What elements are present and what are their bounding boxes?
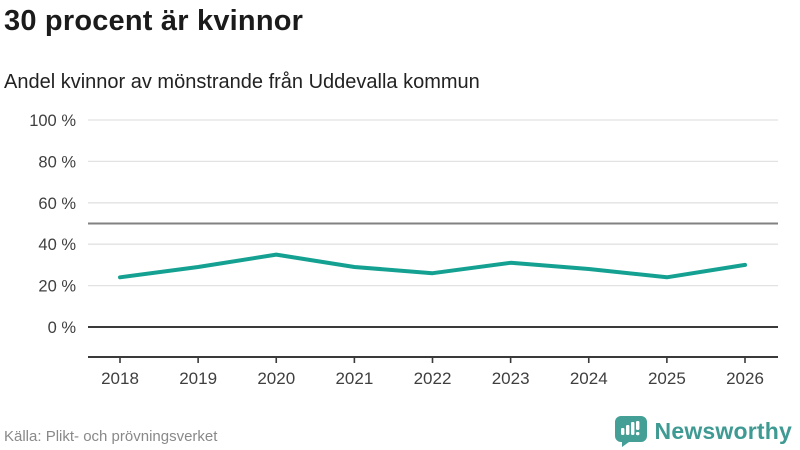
line-chart: 0 % 20 % 40 % 60 % 80 % 100 % 2018 2019 2020 2021… [29, 112, 778, 388]
x-axis-tick-label: 2022 [414, 369, 452, 388]
x-axis-tick-label: 2018 [101, 369, 139, 388]
x-axis-tick-label: 2020 [257, 369, 295, 388]
x-axis-tick-label: 2026 [726, 369, 764, 388]
x-axis-tick-label: 2019 [179, 369, 217, 388]
y-axis-tick-label: 80 % [38, 153, 76, 171]
page-title: 30 procent är kvinnor [4, 5, 304, 37]
source-text: Källa: Plikt- och prövningsverket [4, 428, 218, 445]
bar-chart-bubble-icon [614, 416, 647, 447]
y-axis-tick-label: 0 % [48, 319, 77, 337]
data-line-andel-kvinnor [118, 252, 747, 280]
chart-subtitle: Andel kvinnor av mönstrande från Uddeval… [4, 71, 480, 93]
x-axis-tick-label: 2025 [648, 369, 686, 388]
newsworthy-logo: Newsworthy [614, 415, 792, 447]
x-axis-tick-label: 2024 [570, 369, 608, 388]
x-axis-tick-label: 2023 [492, 369, 530, 388]
y-axis-tick-label: 60 % [38, 195, 76, 213]
y-axis-tick-label: 40 % [38, 236, 76, 254]
bars-glyph [620, 421, 639, 436]
y-axis-tick-label: 20 % [38, 278, 76, 296]
newsworthy-logo-text: Newsworthy [654, 417, 792, 444]
x-axis-tick-label: 2021 [335, 369, 373, 388]
y-axis-tick-label: 100 % [29, 112, 76, 130]
